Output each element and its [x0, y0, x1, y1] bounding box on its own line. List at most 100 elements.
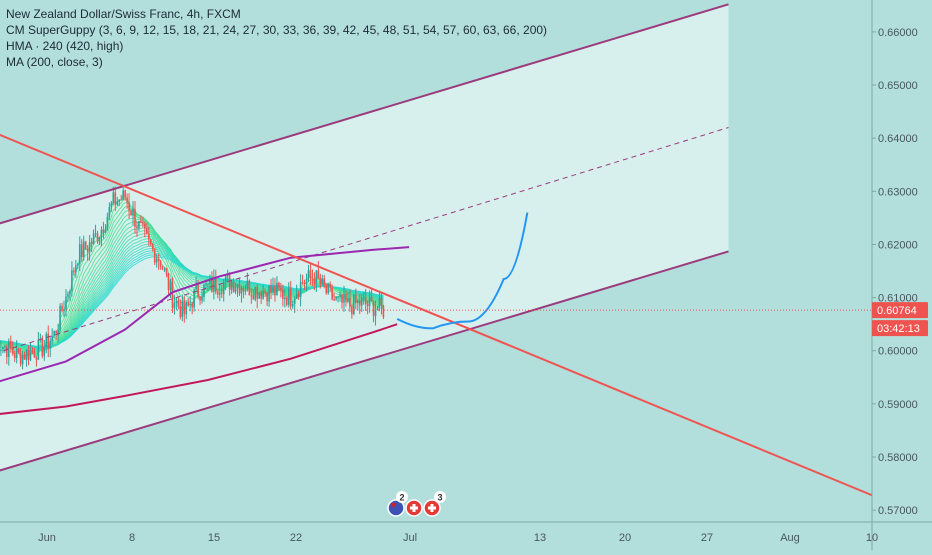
candle-body: [317, 270, 320, 279]
candle-body: [63, 309, 65, 312]
chart-legend: New Zealand Dollar/Swiss Franc, 4h, FXCM…: [6, 6, 547, 70]
candle-body: [33, 351, 36, 358]
candle-body: [382, 305, 385, 318]
candle-body: [47, 333, 50, 349]
candle-body: [167, 273, 170, 291]
candle-body: [321, 278, 324, 285]
legend-superguppy[interactable]: CM SuperGuppy (3, 6, 9, 12, 15, 18, 21, …: [6, 23, 548, 37]
candle-body: [216, 292, 219, 295]
y-tick-label: 0.65000: [878, 80, 918, 92]
candle-body: [100, 229, 103, 238]
candle-body: [356, 300, 359, 304]
y-tick-label: 0.57000: [878, 505, 918, 517]
projection-curve[interactable]: [396, 212, 529, 330]
candle-body: [171, 281, 174, 309]
candle-body: [378, 298, 381, 309]
candle-body: [157, 258, 160, 261]
y-tick-label: 0.66000: [878, 27, 918, 39]
candle-body: [59, 305, 61, 330]
candle-body: [86, 248, 89, 252]
candle-body: [213, 278, 215, 292]
candle-body: [360, 297, 363, 306]
candle-body: [92, 233, 95, 244]
candle-body: [266, 292, 268, 302]
hma-line[interactable]: [0, 246, 410, 383]
guppy-ema-line: [0, 256, 384, 347]
candle-body: [240, 288, 243, 294]
channel-lower-line[interactable]: [0, 250, 729, 472]
candle-body: [116, 201, 119, 205]
swiss-flag-icon[interactable]: [405, 499, 423, 517]
ma-line[interactable]: [0, 323, 398, 415]
candle-body: [252, 295, 255, 300]
candle-body: [80, 244, 83, 258]
candle-body: [138, 221, 140, 229]
candle-body: [380, 298, 383, 306]
candle-body: [301, 282, 304, 284]
candle-body: [9, 341, 12, 349]
candle-body: [78, 244, 81, 265]
candle-body: [108, 206, 111, 218]
candle-body: [205, 283, 207, 285]
candle-body: [349, 298, 351, 307]
price-scale[interactable]: [872, 0, 932, 550]
channel-fill: [0, 4, 729, 471]
symbol-title: New Zealand Dollar/Swiss Franc, 4h, FXCM: [6, 7, 241, 21]
candle-body: [364, 297, 367, 305]
channel-upper-line[interactable]: [0, 3, 729, 225]
candle-body: [203, 284, 205, 297]
candle-body: [268, 285, 270, 302]
event-count-label: 3: [437, 493, 442, 503]
candle-body: [291, 304, 294, 307]
candle-body: [45, 333, 48, 348]
candle-body: [303, 282, 306, 284]
legend-hma[interactable]: HMA · 240 (420, high): [6, 39, 124, 53]
candle-body: [53, 331, 55, 336]
x-tick-label: Jun: [38, 532, 56, 544]
candle-body: [315, 270, 318, 285]
channel-median-line[interactable]: [0, 127, 729, 354]
candle-body: [331, 287, 333, 300]
candle-body: [163, 268, 166, 270]
candle-body: [15, 348, 18, 358]
candle-body: [128, 202, 130, 211]
candle-body: [120, 199, 122, 201]
candle-body: [179, 306, 182, 317]
candle-body: [224, 275, 227, 283]
candle-body: [370, 297, 373, 302]
x-tick-label: 10: [866, 532, 878, 544]
candle-body: [323, 278, 326, 286]
candle-body: [8, 341, 10, 358]
candle-body: [222, 282, 225, 295]
candle-body: [37, 340, 40, 360]
candle-body: [232, 281, 235, 292]
candle-body: [325, 285, 328, 294]
candle-body: [84, 241, 87, 249]
candle-body: [337, 296, 339, 298]
candle-body: [102, 229, 105, 233]
candle-body: [77, 264, 79, 266]
candle-body: [211, 278, 213, 292]
y-tick-label: 0.61000: [878, 293, 918, 305]
candle-body: [189, 303, 191, 305]
last-price-tag-label: 0.60764: [877, 305, 917, 317]
candle-body: [297, 293, 300, 297]
candle-body: [35, 357, 38, 360]
swiss-flag-icon[interactable]: [423, 499, 441, 517]
candle-body: [226, 275, 229, 277]
candle-body: [187, 302, 190, 305]
candle-body: [67, 294, 69, 297]
candle-body: [289, 288, 292, 307]
candle-body: [313, 278, 316, 285]
y-tick-label: 0.59000: [878, 399, 918, 411]
descending-trendline[interactable]: [0, 133, 883, 501]
candle-body: [161, 266, 164, 269]
candle-body: [256, 286, 259, 299]
candle-body: [169, 281, 172, 291]
nz-flag-icon[interactable]: [387, 499, 405, 517]
candle-body: [372, 301, 375, 317]
candle-body: [307, 270, 310, 280]
legend-ma[interactable]: MA (200, close, 3): [6, 55, 103, 69]
